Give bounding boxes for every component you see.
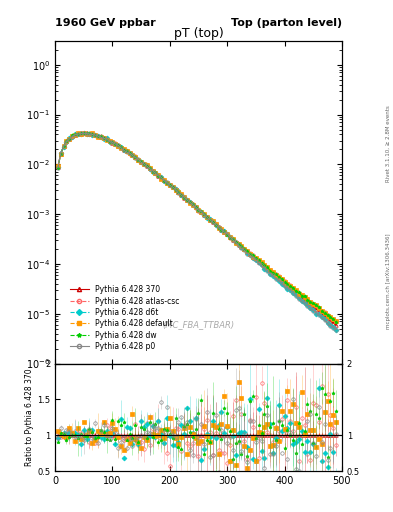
Y-axis label: Ratio to Pythia 6.428 370: Ratio to Pythia 6.428 370 xyxy=(25,369,34,466)
Text: Rivet 3.1.10, ≥ 2.8M events: Rivet 3.1.10, ≥ 2.8M events xyxy=(386,105,391,182)
Text: Top (parton level): Top (parton level) xyxy=(231,18,342,28)
Text: (MC_FBA_TTBAR): (MC_FBA_TTBAR) xyxy=(162,321,235,329)
Text: 1960 GeV ppbar: 1960 GeV ppbar xyxy=(55,18,156,28)
Legend: Pythia 6.428 370, Pythia 6.428 atlas-csc, Pythia 6.428 d6t, Pythia 6.428 default: Pythia 6.428 370, Pythia 6.428 atlas-csc… xyxy=(68,283,182,353)
Text: mcplots.cern.ch [arXiv:1306.3436]: mcplots.cern.ch [arXiv:1306.3436] xyxy=(386,234,391,329)
Title: pT (top): pT (top) xyxy=(174,27,223,40)
